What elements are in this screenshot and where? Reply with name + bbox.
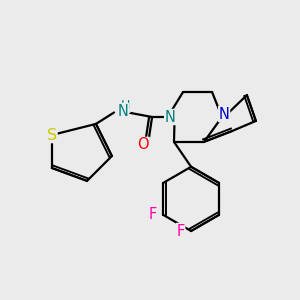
Text: F: F [149,208,157,223]
Text: S: S [47,128,57,142]
Text: N: N [118,103,128,118]
Text: N: N [219,106,230,122]
Text: O: O [138,137,149,152]
Text: N: N [165,110,176,124]
Text: F: F [176,224,185,238]
Text: H: H [120,99,130,112]
